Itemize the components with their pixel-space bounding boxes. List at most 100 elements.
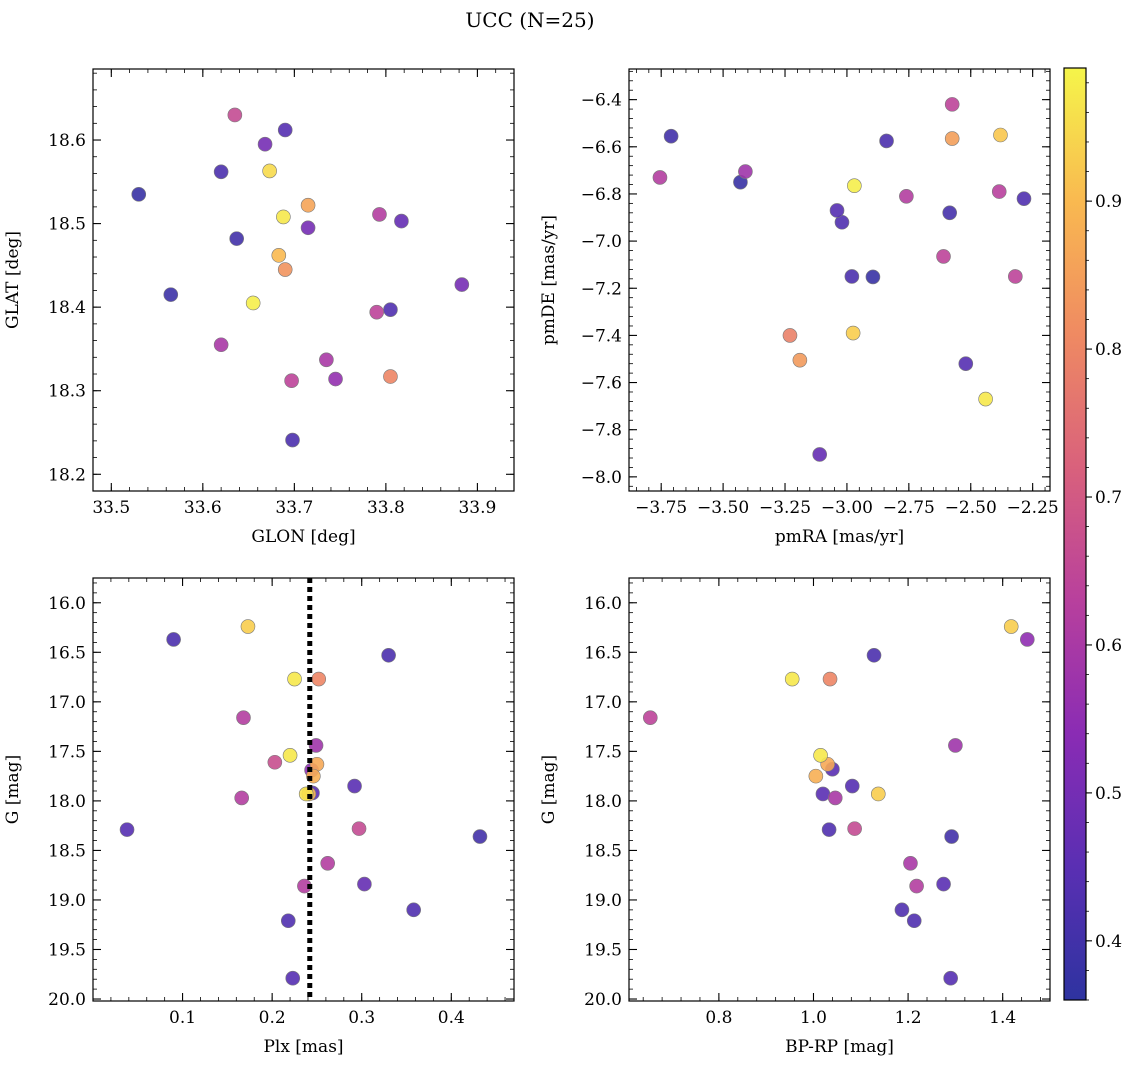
x-tick-label: 33.8 [367,498,405,518]
y-tick-label: 18.0 [584,792,622,812]
x-tick-label: 33.6 [184,498,222,518]
data-point [320,856,335,871]
y-tick-label: 18.3 [48,382,86,402]
y-tick-label: 18.5 [584,841,622,861]
data-point [942,205,958,221]
data-point [909,878,924,894]
data-point [944,829,959,844]
data-point [663,128,679,144]
data-point [406,902,421,918]
x-axis-label: BP-RP [mag] [785,1037,894,1057]
data-point [847,821,862,836]
data-point [993,127,1008,143]
x-tick-label: 0.8 [705,1008,732,1028]
data-point [277,122,293,138]
x-tick-label: 33.9 [458,498,496,518]
y-axis-label: G [mag] [3,755,23,824]
y-tick-label: −6.8 [581,185,622,205]
data-point [879,133,894,149]
panels: 33.5 33.6 33.7 33.8 33.9 18.2 18.3 18.4 18.5 18.6… [3,68,1059,1057]
y-tick-label: −8.0 [581,468,622,488]
data-point [319,352,334,368]
data-point [844,778,860,794]
data-point [351,821,367,836]
data-point [257,136,273,152]
data-point [944,131,960,146]
x-tick-label: −3.00 [821,498,873,518]
x-tick-label: 0.1 [169,1008,196,1028]
data-point [899,189,914,204]
data-point [784,671,800,687]
x-tick-label: 33.7 [275,498,313,518]
y-tick-label: 19.0 [48,891,86,911]
data-point [262,163,277,179]
x-tick-label: −3.25 [759,498,811,518]
y-tick-label: 18.5 [48,841,86,861]
data-point [287,671,302,687]
data-point [267,754,283,770]
data-point [936,249,951,264]
x-tick-label: 1.0 [800,1008,827,1028]
data-point [812,447,827,462]
data-point [381,647,396,663]
panel-1: 33.5 33.6 33.7 33.8 33.9 18.2 18.3 18.4 18.5 18.6… [3,68,515,547]
data-point [792,352,808,368]
data-point [642,710,658,725]
y-tick-label: 17.0 [48,693,86,713]
data-point [943,970,958,986]
y-axis-label: GLAT [deg] [3,231,23,329]
colorbar-tick-label: 0.7 [1095,488,1122,508]
axes-frame [92,68,515,492]
data-point [844,269,860,284]
axes-frame [628,68,1051,492]
data-point [738,164,753,179]
data-point [213,337,229,353]
y-tick-label: 17.0 [584,693,622,713]
data-point [903,856,918,871]
x-tick-label: −2.50 [945,498,997,518]
y-tick-label: 20.0 [584,990,622,1010]
y-tick-label: 18.0 [48,792,86,812]
y-tick-label: 18.2 [48,465,86,485]
colorbar-tick-label: 0.6 [1095,636,1122,656]
data-point [991,184,1007,199]
data-point [1008,269,1023,284]
data-point [245,295,261,311]
data-point [894,902,910,918]
x-tick-label: 1.4 [989,1008,1016,1028]
data-point [865,269,881,285]
x-axis-label: Plx [mas] [263,1037,343,1057]
data-point [357,876,372,892]
data-point [815,786,831,802]
x-tick-label: −2.25 [1007,498,1059,518]
data-point [271,248,287,263]
data-point [944,97,960,112]
y-tick-label: 16.5 [584,643,622,663]
y-tick-label: −7.8 [581,421,622,441]
y-tick-label: −7.6 [581,374,622,394]
data-point [163,287,179,302]
y-tick-label: 18.6 [48,131,86,151]
y-axis-label: pmDE [mas/yr] [539,215,559,345]
data-point [652,170,668,185]
data-point [936,876,951,892]
colorbar-tick-label: 0.9 [1095,192,1122,212]
data-point [454,277,470,292]
data-point [978,391,993,407]
data-point [472,829,488,844]
x-tick-label: 0.2 [259,1008,286,1028]
x-tick-label: −3.75 [635,498,687,518]
data-point [1016,191,1032,206]
data-point [166,632,181,647]
y-tick-label: 16.0 [48,594,86,614]
x-axis-label: GLON [deg] [251,527,355,547]
y-tick-label: 19.0 [584,891,622,911]
colorbar-tick-label: 0.5 [1095,784,1122,804]
panel-4: 0.8 1.0 1.2 1.4 16.0 16.5 17.0 17.5 18.0 18.5 19.0… [539,577,1051,1057]
data-point [870,786,886,802]
data-point [311,671,327,687]
x-tick-label: −3.50 [697,498,749,518]
data-point [829,203,845,218]
data-point [822,671,838,687]
y-tick-label: −6.6 [581,138,622,158]
